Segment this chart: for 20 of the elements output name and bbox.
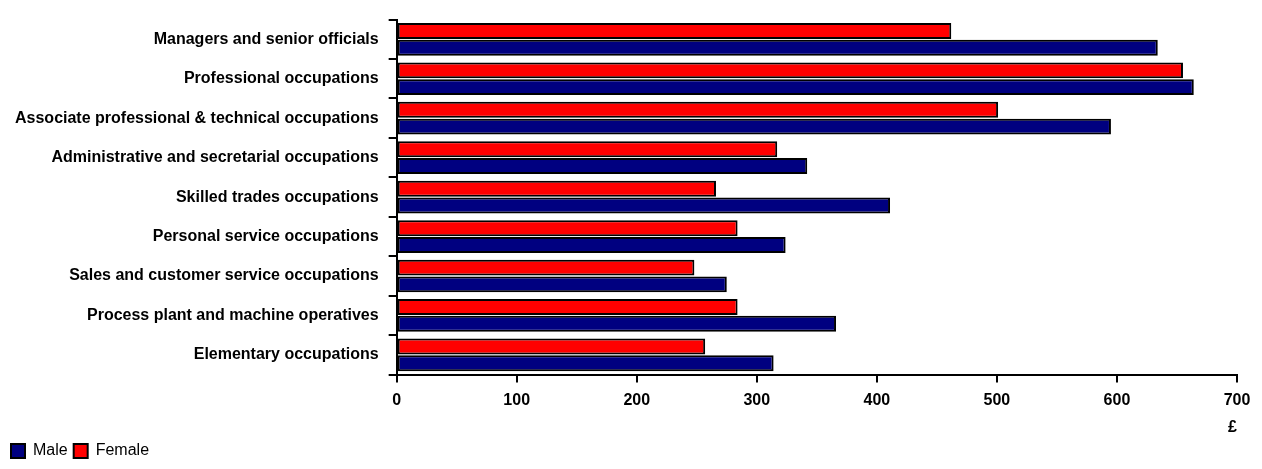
y-tick-label: Sales and customer service occupations bbox=[69, 266, 379, 284]
y-tick-label: Process plant and machine operatives bbox=[86, 305, 379, 323]
x-tick-label: 700 bbox=[1223, 390, 1251, 408]
x-tick-label: 300 bbox=[743, 390, 771, 408]
y-tick-label: Professional occupations bbox=[183, 69, 379, 87]
legend-label: Male bbox=[33, 441, 68, 459]
x-tick-label: 500 bbox=[983, 390, 1011, 408]
y-tick-label: Associate professional & technical occupations bbox=[15, 108, 379, 126]
x-tick-label: 600 bbox=[1103, 390, 1131, 408]
legend-label: Female bbox=[95, 441, 150, 459]
x-tick-label: 100 bbox=[503, 390, 531, 408]
y-tick-label: Skilled trades occupations bbox=[175, 187, 379, 205]
y-tick-label: Managers and senior officials bbox=[153, 29, 379, 47]
x-tick-label: 0 bbox=[392, 390, 402, 408]
x-axis-title: £ bbox=[1228, 417, 1238, 435]
y-tick-label: Administrative and secretarial occupations bbox=[51, 148, 379, 166]
x-tick-label: 400 bbox=[863, 390, 891, 408]
y-tick-label: Elementary occupations bbox=[193, 345, 379, 363]
x-tick-label: 200 bbox=[623, 390, 651, 408]
y-tick-label: Personal service occupations bbox=[152, 226, 379, 244]
